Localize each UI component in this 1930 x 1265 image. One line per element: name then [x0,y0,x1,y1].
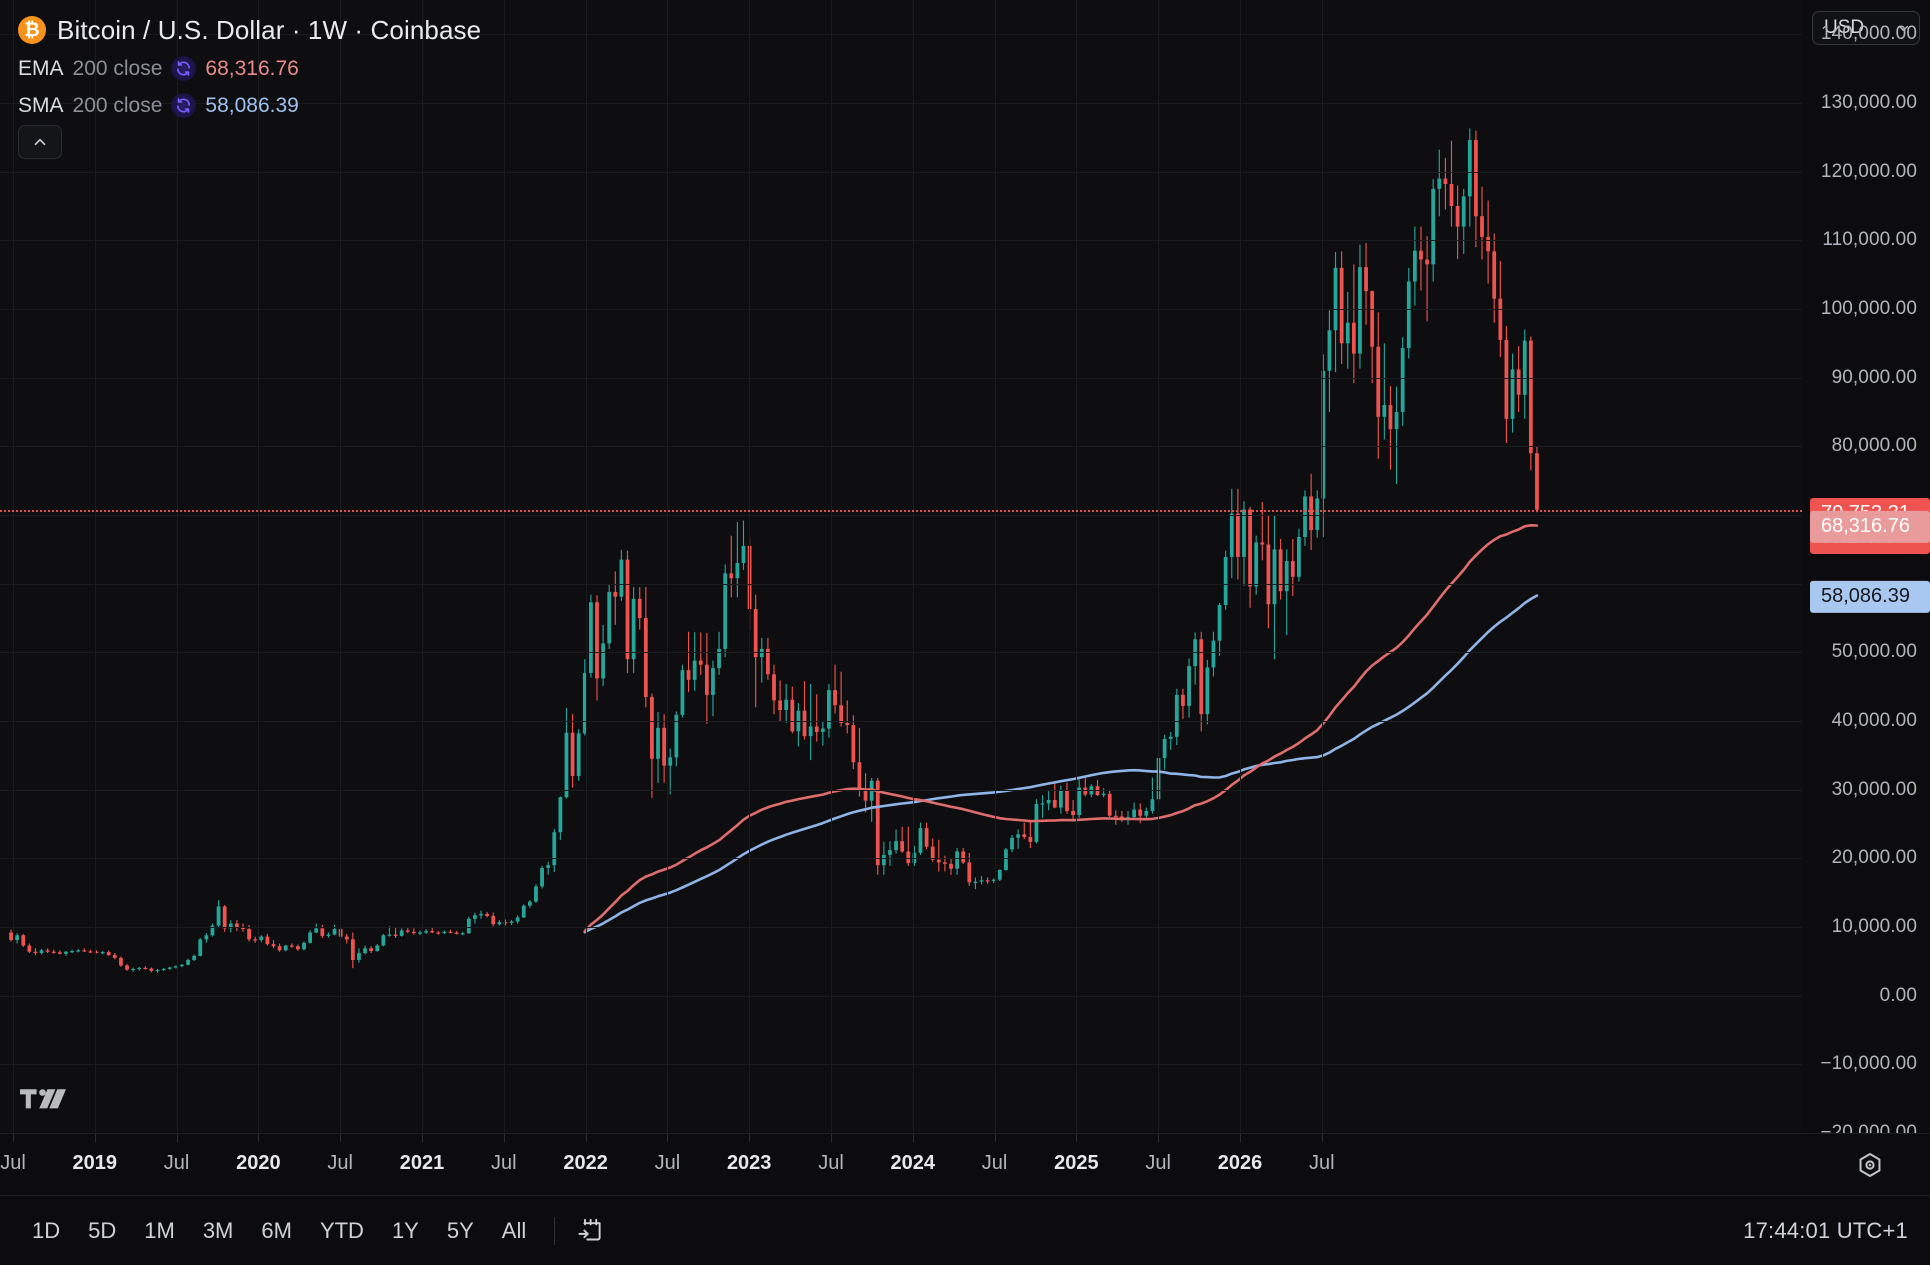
price-axis-label: 50,000.00 [1831,641,1917,663]
chevron-up-icon [34,138,46,146]
sma-200-line [583,594,1539,934]
indicator-row-ema[interactable]: EMA 200 close 68,316.76 [18,50,481,87]
time-axis-label: 2019 [72,1152,118,1174]
candlestick-series [9,128,1539,973]
currency-selector[interactable]: USD [1812,11,1920,45]
range-button-1y[interactable]: 1Y [391,1217,419,1243]
time-axis-label: 2022 [563,1152,608,1174]
time-axis-tick [1076,1134,1078,1142]
indicator-name: EMA [18,56,64,80]
tradingview-logo[interactable] [20,1089,66,1115]
price-axis-label: 130,000.00 [1820,92,1917,113]
indicator-value: 68,316.76 [205,56,299,80]
indicator-value: 58,086.39 [205,93,299,117]
time-axis-tick [422,1134,423,1142]
time-axis-tick [13,1134,14,1142]
time-axis-tick [831,1134,832,1142]
time-axis-tick [1321,1134,1323,1142]
page-title: Bitcoin / U.S. Dollar · 1W · Coinbase [57,14,482,45]
sync-icon[interactable] [171,93,197,118]
time-axis-label: Jul [163,1152,190,1174]
time-axis-tick [94,1134,96,1142]
price-axis-label: 30,000.00 [1831,778,1917,800]
ema-price-badge[interactable]: 68,316.76 [1810,510,1930,543]
badge-value: 58,086.39 [1821,584,1910,607]
time-axis-label: Jul [327,1152,353,1174]
time-axis-label: Jul [1309,1152,1335,1174]
time-axis-label: Jul [491,1152,517,1174]
price-axis-label: 10,000.00 [1831,916,1917,937]
price-axis[interactable]: USD 140,000.00 130,000.00 120,000.00 110,00… [1802,0,1930,1143]
chart-row: ₿ Bitcoin / U.S. Dollar · 1W · Coinbase … [0,0,1930,1143]
range-button-1m[interactable]: 1M [144,1217,175,1243]
time-axis-label: 2024 [890,1152,936,1174]
currency-label: USD [1824,17,1865,38]
range-button-3m[interactable]: 3M [202,1217,234,1243]
tradingview-logo-icon [20,1089,66,1109]
time-axis-tick [1158,1134,1160,1142]
time-axis-label: Jul [981,1152,1008,1174]
time-axis-label: Jul [0,1152,26,1174]
range-buttons: 1D 5D 1M 3M 6M YTD 1Y 5Y All [18,1213,609,1249]
time-axis-label: 2025 [1054,1152,1099,1174]
collapse-legend-button[interactable] [18,125,62,159]
time-axis-label: 2023 [726,1152,772,1174]
indicator-args: 200 close [72,56,163,80]
indicator-row-sma[interactable]: SMA 200 close 58,086.39 [18,87,481,124]
time-axis-label: 2026 [1217,1152,1263,1174]
sma-price-badge[interactable]: 58,086.39 [1810,580,1930,613]
time-axis-tick [258,1134,260,1142]
chart-legend: ₿ Bitcoin / U.S. Dollar · 1W · Coinbase … [18,10,481,124]
time-axis-tick [667,1134,669,1142]
price-axis-label: 0.00 [1879,984,1917,1006]
price-axis-label: 120,000.00 [1820,160,1917,182]
time-axis-label: 2020 [236,1152,281,1174]
current-price-line [0,509,1802,512]
indicator-name: SMA [18,93,64,117]
time-axis-tick [340,1134,342,1142]
price-axis-label: 20,000.00 [1831,847,1917,869]
bitcoin-icon: ₿ [18,16,46,44]
time-axis-tick [749,1134,751,1142]
symbol-title-row[interactable]: ₿ Bitcoin / U.S. Dollar · 1W · Coinbase [18,10,481,50]
time-axis-tick [994,1134,996,1142]
crosshair-target-icon[interactable] [1854,1149,1886,1181]
range-button-5d[interactable]: 5D [88,1217,117,1243]
time-axis-label: 2021 [399,1152,445,1174]
price-axis-label: 110,000.00 [1822,229,1917,251]
range-button-ytd[interactable]: YTD [319,1217,364,1243]
price-axis-label: −10,000.00 [1820,1053,1917,1075]
range-button-1d[interactable]: 1D [32,1217,61,1243]
time-axis-tick [585,1134,587,1142]
price-axis-label: 100,000.00 [1820,298,1917,319]
time-axis-tick [503,1134,505,1142]
range-button-all[interactable]: All [501,1217,527,1243]
calendar-goto-icon[interactable] [569,1213,609,1249]
bottom-toolbar: 1D 5D 1M 3M 6M YTD 1Y 5Y All 17:44:01 UTC+1 [0,1195,1930,1265]
time-axis-tick [912,1134,914,1142]
time-axis-label: Jul [818,1152,844,1174]
time-axis-label: Jul [1145,1152,1171,1174]
time-axis[interactable]: Jul 2019 Jul 2020 Jul 2021 Jul 2022 Jul 2023 Jul 20… [0,1133,1930,1195]
chart-pane[interactable]: ₿ Bitcoin / U.S. Dollar · 1W · Coinbase … [0,0,1802,1133]
price-chart-canvas [9,128,1539,973]
chevron-down-icon [1899,25,1908,31]
price-axis-label: 40,000.00 [1831,710,1917,731]
price-axis-label: 90,000.00 [1831,366,1917,388]
time-axis-label: Jul [654,1152,681,1174]
indicator-args: 200 close [72,93,163,117]
sync-icon[interactable] [171,56,197,81]
range-button-6m[interactable]: 6M [261,1217,292,1243]
range-button-5y[interactable]: 5Y [446,1217,474,1243]
clock-label: 17:44:01 UTC+1 [1743,1217,1908,1243]
badge-value: 68,316.76 [1821,514,1910,537]
calendar-icon-glyph [578,1218,601,1241]
price-axis-label: 80,000.00 [1831,435,1917,457]
toolbar-divider [554,1216,556,1245]
price-axis-label: 140,000.00 [1820,23,1917,45]
time-axis-tick [176,1134,178,1142]
ema-200-line [583,524,1539,933]
time-axis-tick [1240,1134,1241,1142]
